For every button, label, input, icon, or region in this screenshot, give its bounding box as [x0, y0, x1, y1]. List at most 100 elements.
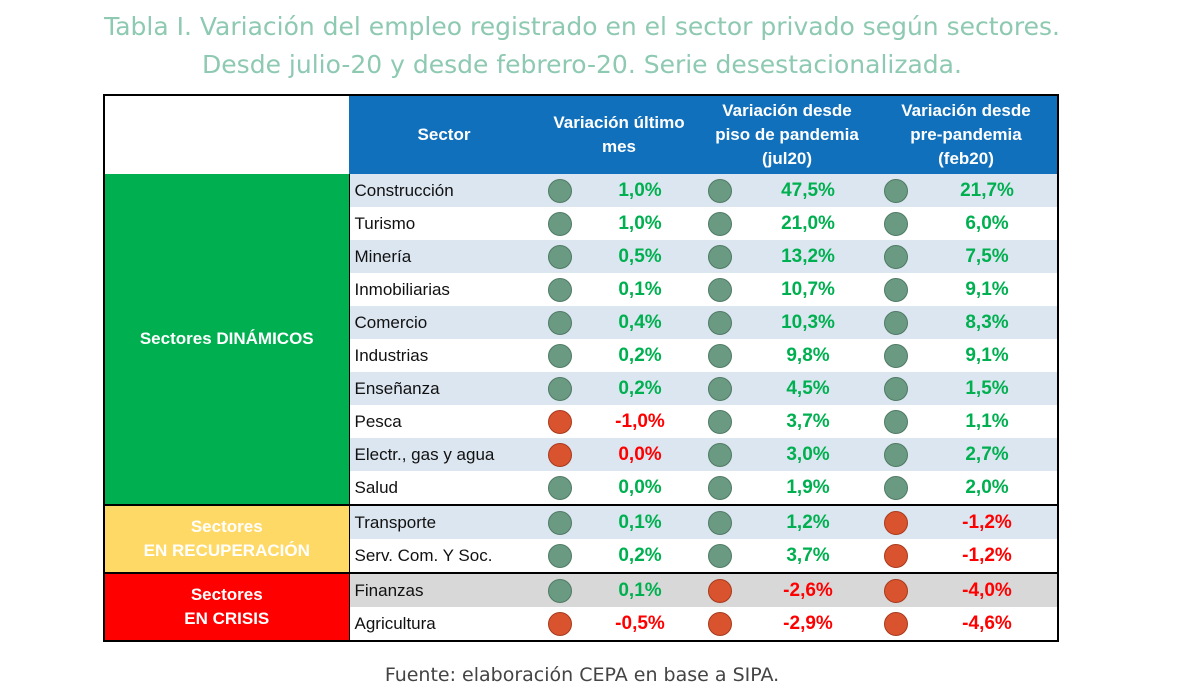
status-dot-icon — [708, 211, 732, 236]
sector-name: Transporte — [349, 504, 539, 539]
since-trough-indicator-cell — [699, 372, 741, 405]
table-row: Agricultura -0,5% -2,9% -4,6% — [104, 607, 1058, 641]
since-trough-value: 47,5% — [741, 174, 875, 207]
last-month-value: 0,0% — [618, 476, 662, 498]
last-month-value: -0,5% — [615, 612, 665, 634]
last-month-indicator-cell — [539, 339, 581, 372]
status-dot-icon — [708, 178, 732, 203]
status-dot-icon — [548, 211, 572, 236]
header-blank — [104, 95, 349, 174]
last-month-value: 1,0% — [581, 174, 699, 207]
pre-pandemic-indicator-cell — [875, 607, 917, 641]
sector-name: Enseñanza — [349, 372, 539, 405]
table-body: Sectores DINÁMICOS Construcción 1,0% 47,5% 2… — [104, 174, 1058, 641]
pre-pandemic-indicator-cell — [875, 339, 917, 372]
since-trough-indicator-cell — [699, 240, 741, 273]
table-row: Pesca -1,0% 3,7% 1,1% — [104, 405, 1058, 438]
title-line-2: Desde julio-20 y desde febrero-20. Serie… — [202, 50, 962, 79]
pre-pandemic-indicator-cell — [875, 372, 917, 405]
table-title: Tabla I. Variación del empleo registrado… — [0, 8, 1164, 84]
last-month-value: 0,0% — [581, 438, 699, 471]
header-since-trough-l3: (jul20) — [761, 149, 813, 168]
group-dynamic: Sectores DINÁMICOS — [104, 174, 350, 505]
group-crisis: Sectores EN CRISIS — [104, 572, 350, 641]
last-month-value: 0,4% — [581, 306, 699, 339]
status-dot-icon — [708, 244, 732, 269]
header-sector: Sector — [349, 95, 539, 174]
table-row: Salud 0,0% 1,9% 2,0% — [104, 471, 1058, 505]
header-pre-pandemic-l3: (feb20) — [938, 149, 994, 168]
header-pre-pandemic: Variación desde pre-pandemia (feb20) — [875, 95, 1058, 174]
status-dot-icon — [548, 510, 572, 535]
table-row: Sectores EN CRISIS Finanzas 0,1% -2,6% -4,0% — [104, 572, 1058, 641]
pre-pandemic-indicator-cell — [875, 471, 917, 505]
table-row: Industrias 0,2% 9,8% 9,1% — [104, 339, 1058, 372]
since-trough-indicator-cell — [699, 438, 741, 471]
header-pre-pandemic-l2: pre-pandemia — [910, 125, 1022, 144]
since-trough-value: 1,9% — [786, 476, 830, 498]
pre-pandemic-value: 9,1% — [965, 278, 1009, 300]
pre-pandemic-indicator-cell — [875, 273, 917, 306]
header-since-trough-l2: piso de pandemia — [715, 125, 859, 144]
status-dot-icon — [708, 611, 732, 636]
sector-name: Inmobiliarias — [354, 279, 450, 299]
table-row: Electr., gas y agua 0,0% 3,0% 2,7% — [104, 438, 1058, 471]
sector-name: Industrias — [354, 345, 429, 365]
pre-pandemic-value: 2,7% — [917, 438, 1058, 471]
last-month-indicator-cell — [539, 207, 581, 240]
table-row: Comercio 0,4% 10,3% 8,3% — [104, 306, 1058, 339]
last-month-indicator-cell — [539, 240, 581, 273]
pre-pandemic-indicator-cell — [875, 438, 917, 471]
since-trough-indicator-cell — [699, 306, 741, 339]
pre-pandemic-value: 2,0% — [965, 476, 1009, 498]
group-dynamic-label: Sectores DINÁMICOS — [139, 329, 314, 348]
since-trough-indicator-cell — [699, 572, 741, 607]
status-dot-icon — [884, 475, 908, 500]
status-dot-icon — [884, 611, 908, 636]
sector-name: Comercio — [349, 306, 539, 339]
since-trough-value: 3,7% — [786, 544, 830, 566]
sector-name: Salud — [354, 477, 398, 497]
status-dot-icon — [708, 442, 732, 467]
status-dot-icon — [548, 343, 572, 368]
pre-pandemic-value: 6,0% — [965, 212, 1009, 234]
since-trough-indicator-cell — [699, 471, 741, 505]
since-trough-indicator-cell — [699, 207, 741, 240]
header-last-month-l1: Variación último — [553, 113, 685, 132]
last-month-value: 0,1% — [581, 504, 699, 539]
last-month-value: 0,1% — [618, 278, 662, 300]
pre-pandemic-indicator-cell — [875, 207, 917, 240]
last-month-indicator-cell — [539, 273, 581, 306]
since-trough-value: 4,5% — [741, 372, 875, 405]
status-dot-icon — [708, 343, 732, 368]
since-trough-value: 3,0% — [741, 438, 875, 471]
status-dot-icon — [884, 376, 908, 401]
sector-name: Serv. Com. Y Soc. — [354, 545, 493, 565]
pre-pandemic-value: 9,1% — [965, 344, 1009, 366]
last-month-value: 0,2% — [618, 344, 662, 366]
table-row: Enseñanza 0,2% 4,5% 1,5% — [104, 372, 1058, 405]
last-month-indicator-cell — [539, 438, 581, 471]
since-trough-indicator-cell — [699, 607, 741, 641]
status-dot-icon — [708, 510, 732, 535]
status-dot-icon — [708, 409, 732, 434]
pre-pandemic-value: 7,5% — [917, 240, 1058, 273]
status-dot-icon — [548, 475, 572, 500]
sector-name: Minería — [349, 240, 539, 273]
group-crisis-label: Sectores — [190, 585, 263, 604]
pre-pandemic-indicator-cell — [875, 504, 917, 539]
since-trough-indicator-cell — [699, 539, 741, 573]
last-month-indicator-cell — [539, 372, 581, 405]
sector-name: Finanzas — [349, 572, 539, 607]
sector-name: Agricultura — [354, 613, 436, 633]
status-dot-icon — [548, 409, 572, 434]
status-dot-icon — [708, 578, 732, 603]
group-recovery-label: EN RECUPERACIÓN — [143, 541, 310, 560]
status-dot-icon — [884, 211, 908, 236]
last-month-indicator-cell — [539, 539, 581, 573]
since-trough-indicator-cell — [699, 504, 741, 539]
pre-pandemic-value: -4,6% — [962, 612, 1012, 634]
last-month-indicator-cell — [539, 405, 581, 438]
pre-pandemic-indicator-cell — [875, 405, 917, 438]
pre-pandemic-value: -4,0% — [917, 572, 1058, 607]
